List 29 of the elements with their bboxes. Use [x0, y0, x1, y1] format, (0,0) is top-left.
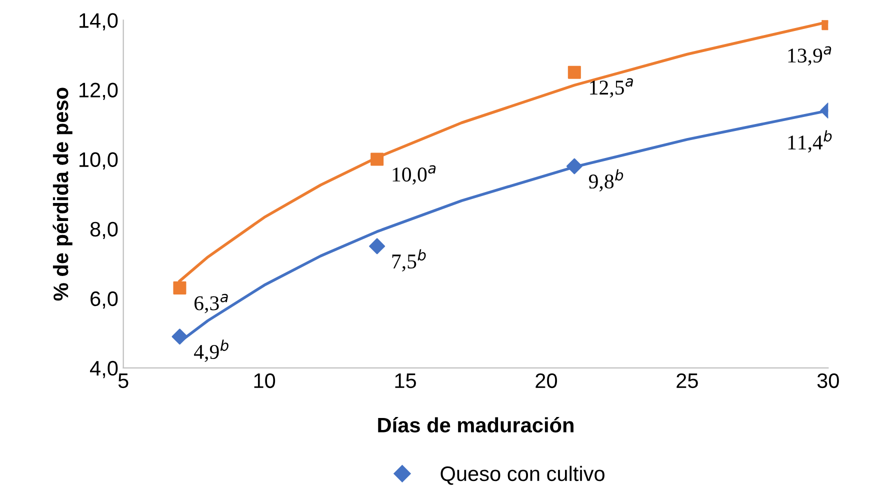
y-tick-label: 14,0 — [80, 13, 118, 30]
x-tick-label: 25 — [676, 373, 698, 388]
x-tick-label: 30 — [817, 373, 839, 388]
point — [173, 281, 186, 294]
data-label: 10,0$^{a}$ — [392, 165, 436, 185]
data-label: 9,8$^{b}$ — [588, 169, 624, 192]
x-axis-title: Días de maduración — [378, 417, 574, 433]
y-tick-label: 4,0 — [90, 360, 118, 378]
x-tick-label: 20 — [536, 373, 557, 388]
y-axis-title: % de pérdida de peso — [52, 88, 72, 301]
x-tick-label: 10 — [254, 373, 276, 388]
x-tick-label: 15 — [395, 374, 416, 388]
point — [172, 328, 188, 345]
point — [370, 152, 384, 166]
point — [369, 238, 386, 254]
y-tick-label: 10,0 — [80, 152, 118, 170]
data-label: 4,9$^{b}$ — [194, 340, 228, 362]
y-tick-label: 12,0 — [80, 82, 118, 100]
point — [568, 66, 581, 79]
x-tick-label: 5 — [118, 374, 128, 388]
data-label: 6,3$^{a}$ — [194, 294, 228, 314]
legend-label: Queso con cultivo — [440, 466, 604, 485]
y-tick-label: 8,0 — [90, 222, 118, 240]
data-label: 12,5$^{a}$ — [590, 78, 633, 98]
point — [566, 158, 582, 174]
data-label: 7,5$^{b}$ — [392, 249, 426, 272]
y-tick-label: 6,0 — [90, 291, 118, 309]
data-label: 11,4$^{b}$ — [788, 130, 832, 153]
data-label: 13,9$^{a}$ — [788, 46, 832, 66]
